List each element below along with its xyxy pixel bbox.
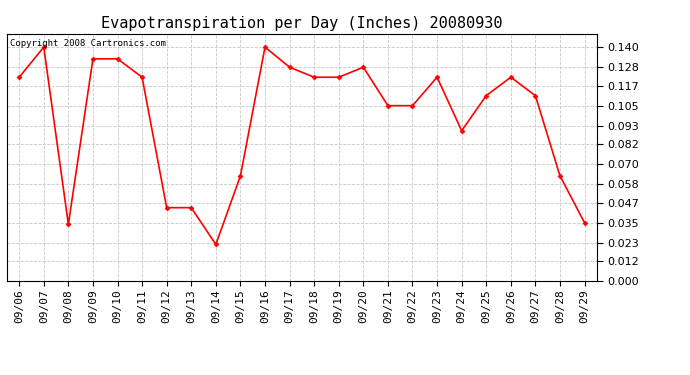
Text: Copyright 2008 Cartronics.com: Copyright 2008 Cartronics.com xyxy=(10,39,166,48)
Title: Evapotranspiration per Day (Inches) 20080930: Evapotranspiration per Day (Inches) 2008… xyxy=(101,16,502,31)
